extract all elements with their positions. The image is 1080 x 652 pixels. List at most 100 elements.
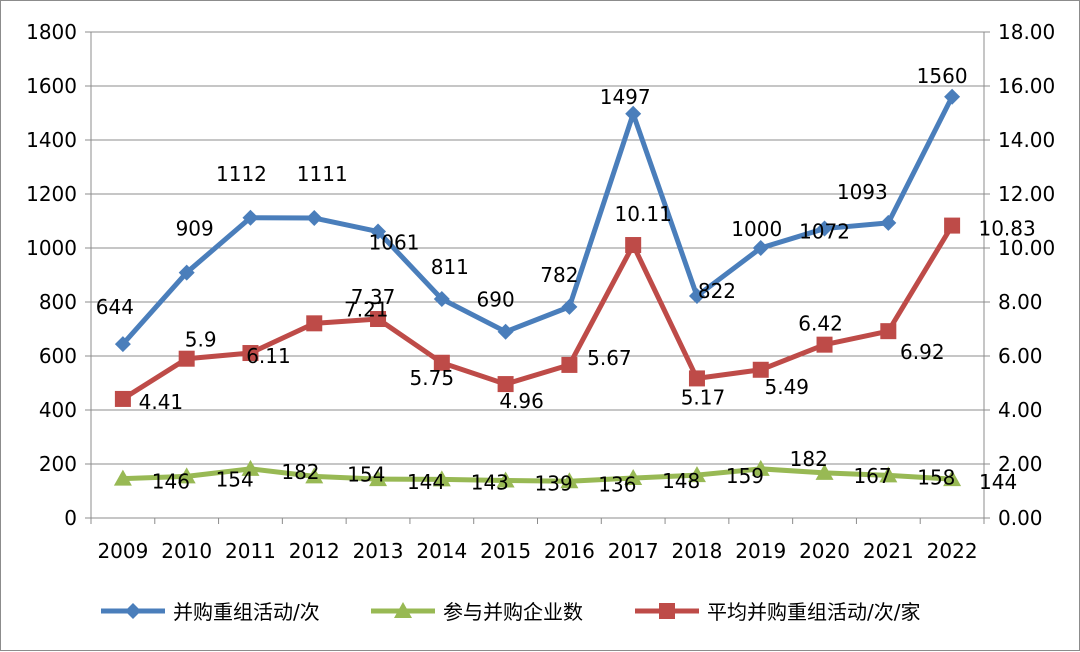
data-point bbox=[561, 298, 578, 315]
data-label: 146 bbox=[152, 470, 190, 494]
data-label: 1093 bbox=[837, 180, 888, 204]
right-axis-tick-label: 4.00 bbox=[998, 398, 1043, 422]
data-point bbox=[433, 354, 450, 371]
data-labels: 644 909 1112 1111 1061 811 690 782 1497 822 1000 10… bbox=[96, 64, 1036, 496]
x-axis-tick-label: 2021 bbox=[863, 539, 914, 563]
series-layer bbox=[113, 88, 962, 489]
axes: 0 0.00 200 2.00 400 4.00 600 6.00 800 8.00 1000 10.… bbox=[26, 20, 1055, 563]
data-point bbox=[624, 469, 643, 486]
legend-label: 并购重组活动/次 bbox=[173, 600, 320, 624]
data-point bbox=[433, 291, 450, 308]
data-label: 5.49 bbox=[764, 375, 809, 399]
data-point bbox=[497, 376, 514, 393]
right-axis-tick-label: 14.00 bbox=[998, 128, 1055, 152]
right-axis-tick-label: 12.00 bbox=[998, 182, 1055, 206]
left-axis-tick-label: 1400 bbox=[26, 128, 77, 152]
data-point bbox=[114, 390, 131, 407]
data-point bbox=[688, 288, 705, 305]
right-axis-tick-label: 2.00 bbox=[998, 452, 1043, 476]
data-point bbox=[432, 470, 451, 487]
right-axis-tick-label: 10.00 bbox=[998, 236, 1055, 260]
data-point bbox=[114, 336, 131, 353]
right-axis-tick-label: 16.00 bbox=[998, 74, 1055, 98]
x-axis-tick-label: 2013 bbox=[353, 539, 404, 563]
x-axis-tick-label: 2011 bbox=[225, 539, 276, 563]
data-label: 7.21 bbox=[344, 297, 389, 321]
data-point bbox=[560, 472, 579, 489]
data-label: 5.67 bbox=[587, 346, 632, 370]
data-point bbox=[306, 315, 323, 332]
legend-label: 参与并购企业数 bbox=[443, 600, 583, 624]
legend-item-3: 平均并购重组活动/次/家 bbox=[635, 600, 920, 624]
data-point bbox=[177, 467, 196, 484]
left-axis-tick-label: 800 bbox=[39, 290, 77, 314]
data-point bbox=[943, 470, 962, 487]
series-line bbox=[121, 224, 955, 402]
data-label: 144 bbox=[979, 470, 1017, 494]
data-label: 10.11 bbox=[615, 202, 672, 226]
data-label: 1111 bbox=[297, 162, 348, 186]
data-label: 136 bbox=[598, 472, 636, 496]
data-label: 10.83 bbox=[978, 217, 1035, 241]
left-axis-tick-label: 1200 bbox=[26, 182, 77, 206]
right-axis-tick-label: 6.00 bbox=[998, 344, 1043, 368]
data-point bbox=[944, 217, 961, 234]
data-label: 148 bbox=[662, 469, 700, 493]
series-3 bbox=[114, 217, 961, 407]
data-label: 4.96 bbox=[499, 389, 544, 413]
data-point bbox=[880, 323, 897, 340]
data-label: 182 bbox=[281, 460, 319, 484]
right-axis-tick-label: 18.00 bbox=[998, 20, 1055, 44]
data-point bbox=[752, 240, 769, 256]
data-point bbox=[687, 466, 706, 483]
data-label: 782 bbox=[540, 263, 578, 287]
data-point bbox=[305, 467, 324, 484]
data-point bbox=[178, 350, 195, 367]
data-point bbox=[241, 459, 260, 476]
x-axis-tick-label: 2017 bbox=[608, 539, 659, 563]
left-axis-tick-label: 400 bbox=[39, 398, 77, 422]
data-point bbox=[242, 209, 259, 226]
data-label: 5.17 bbox=[681, 385, 726, 409]
data-label: 6.42 bbox=[798, 312, 843, 336]
x-axis-tick-label: 2016 bbox=[544, 539, 595, 563]
data-label: 1061 bbox=[369, 231, 420, 255]
series-2 bbox=[113, 459, 962, 489]
legend-marker bbox=[125, 603, 141, 619]
data-point bbox=[369, 470, 388, 487]
data-label: 154 bbox=[216, 467, 254, 491]
data-point bbox=[752, 361, 769, 378]
data-point bbox=[561, 356, 578, 373]
data-label: 1112 bbox=[216, 162, 267, 186]
series-line bbox=[121, 95, 955, 346]
data-label: 1560 bbox=[917, 64, 968, 88]
data-label: 4.41 bbox=[139, 390, 184, 414]
data-label: 1000 bbox=[731, 217, 782, 241]
x-axis-tick-label: 2020 bbox=[799, 539, 850, 563]
x-axis-tick-label: 2012 bbox=[289, 539, 340, 563]
data-label: 159 bbox=[726, 464, 764, 488]
x-axis-tick-label: 2018 bbox=[672, 539, 723, 563]
data-label: 5.75 bbox=[410, 366, 455, 390]
data-point bbox=[370, 223, 387, 240]
series-line bbox=[122, 466, 953, 484]
data-label: 158 bbox=[917, 465, 955, 489]
data-label: 6.11 bbox=[246, 344, 291, 368]
data-point bbox=[242, 345, 259, 362]
data-label: 1497 bbox=[600, 85, 651, 109]
data-point bbox=[625, 105, 642, 122]
data-point bbox=[944, 88, 961, 105]
data-label: 7.37 bbox=[351, 285, 396, 309]
left-axis-tick-label: 600 bbox=[39, 344, 77, 368]
data-point bbox=[815, 463, 834, 480]
x-axis-tick-label: 2010 bbox=[161, 539, 212, 563]
data-label: 6.92 bbox=[900, 340, 945, 364]
data-label: 143 bbox=[471, 470, 509, 494]
left-axis-tick-label: 0 bbox=[64, 506, 77, 530]
x-axis-tick-label: 2009 bbox=[97, 539, 148, 563]
legend-marker bbox=[659, 603, 675, 619]
x-axis-tick-label: 2022 bbox=[927, 539, 978, 563]
data-point bbox=[178, 264, 195, 281]
